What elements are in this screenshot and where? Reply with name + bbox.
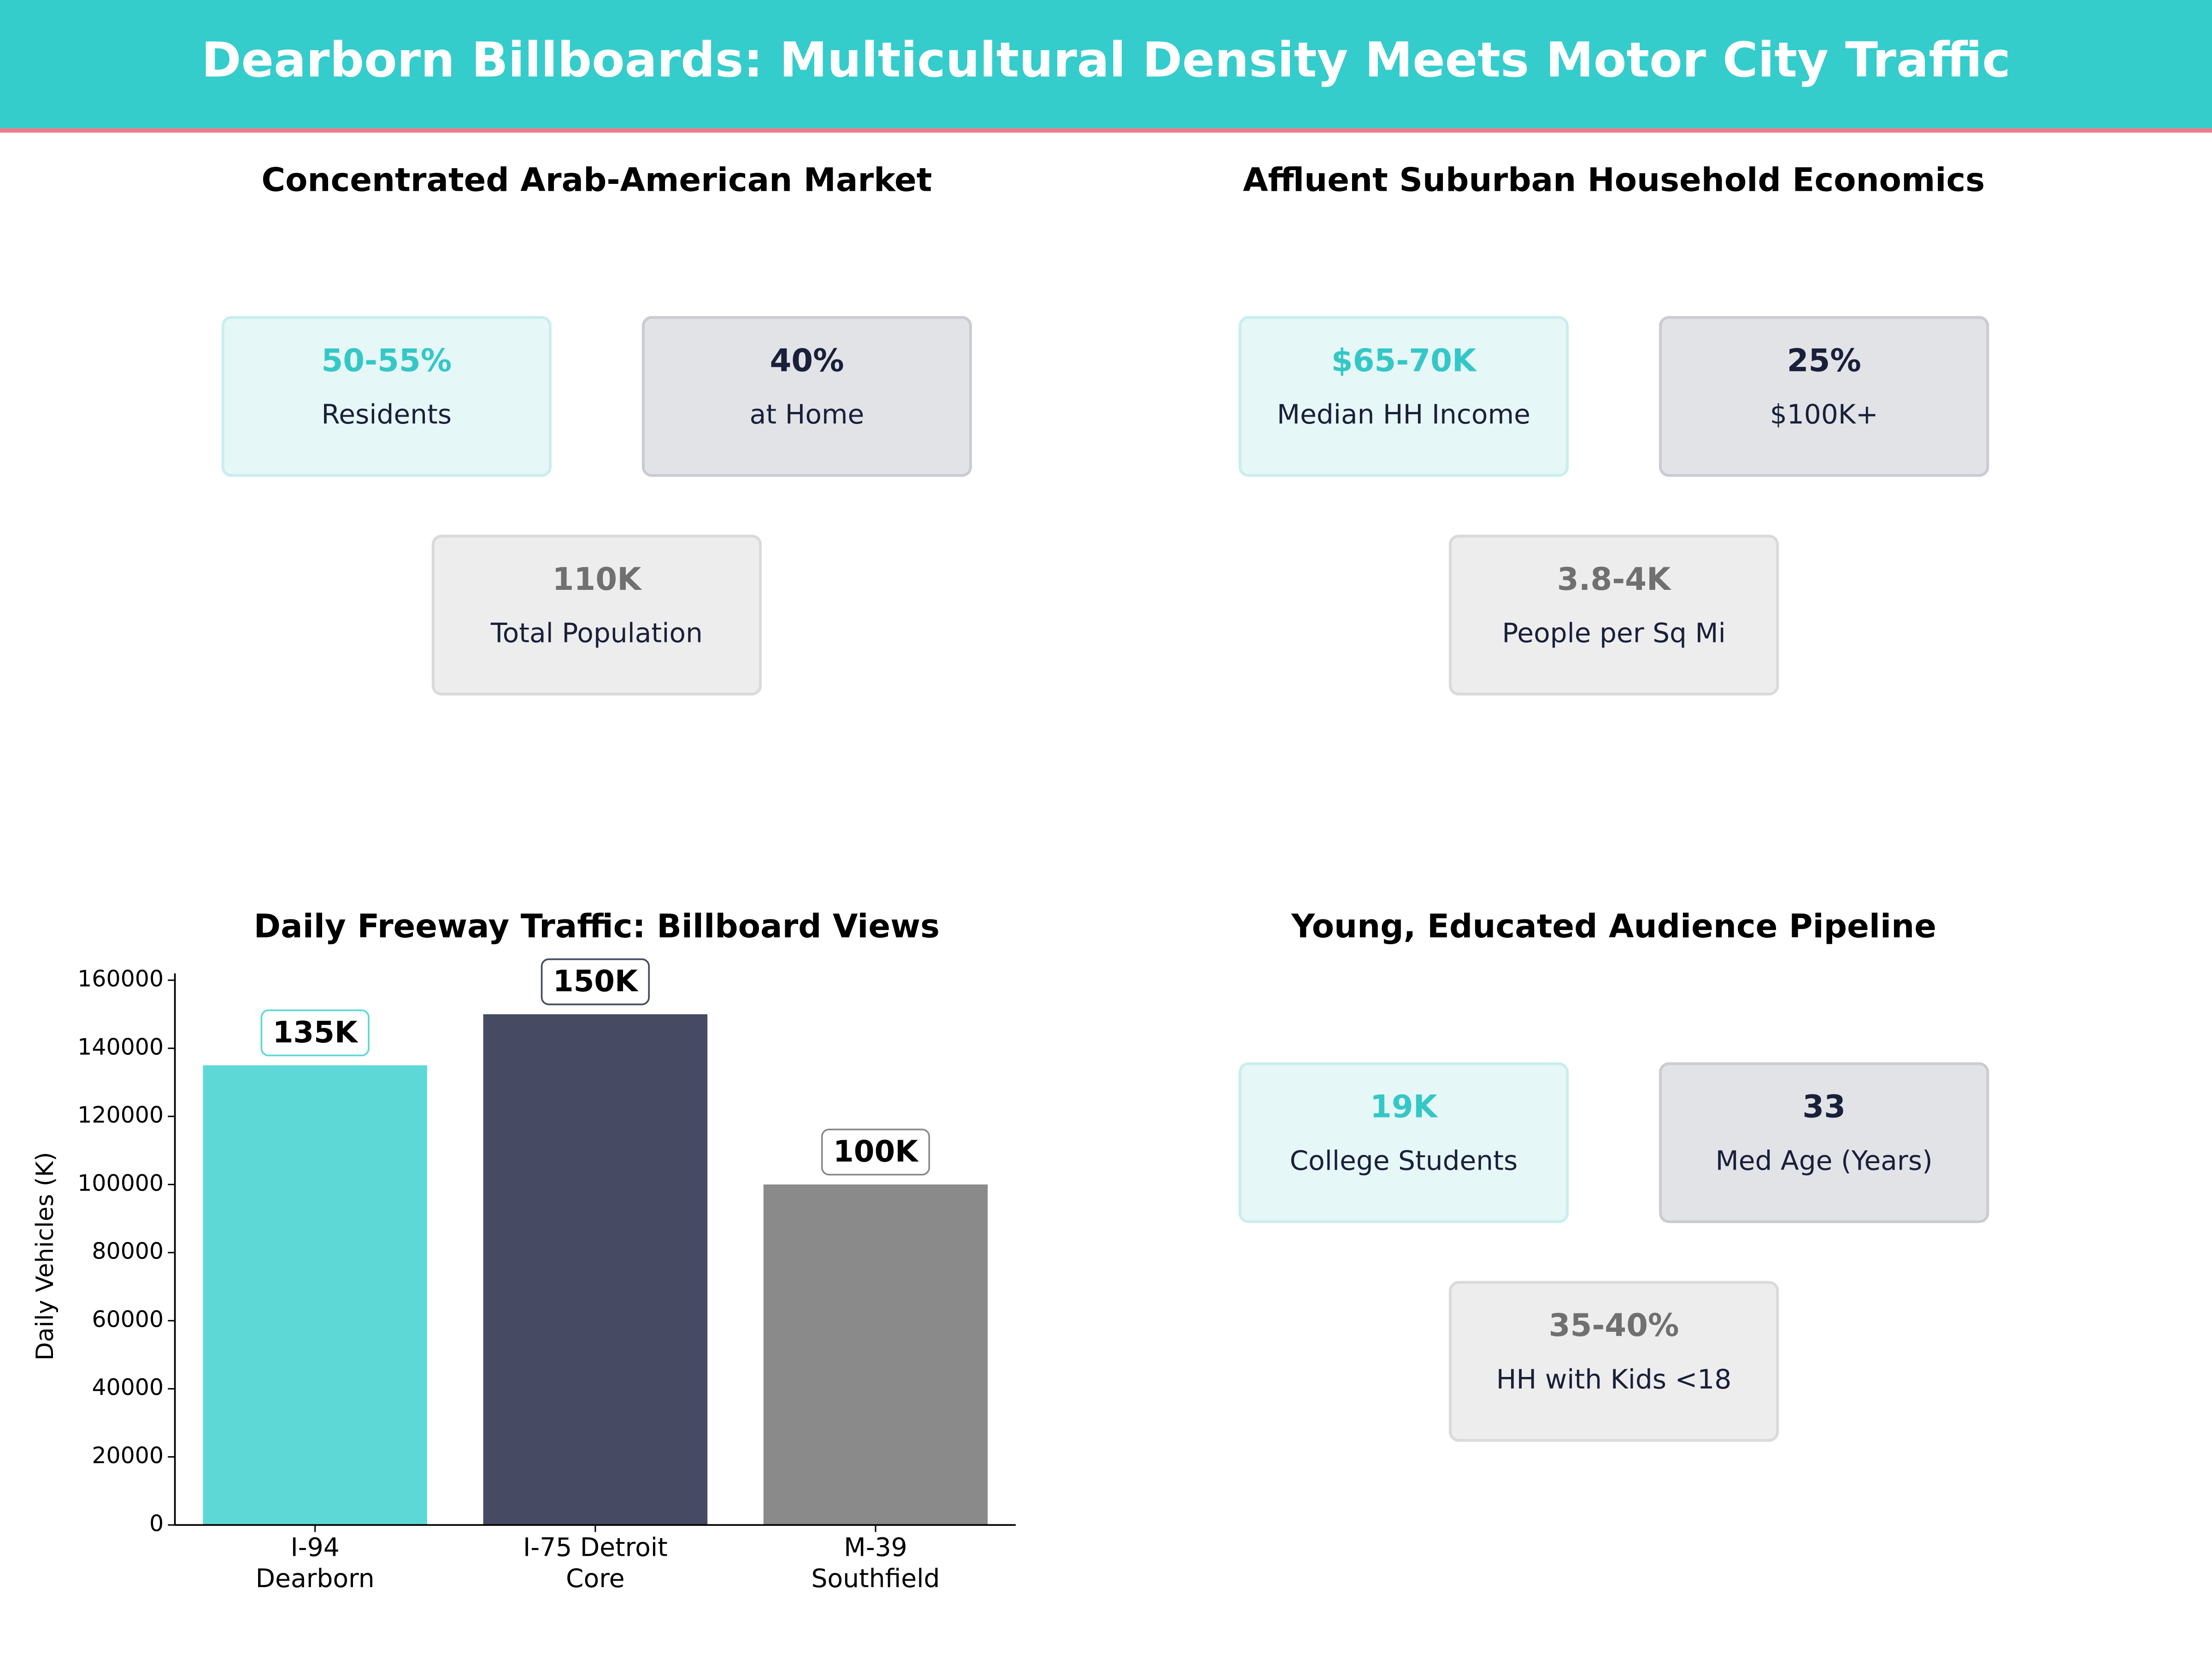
card-label: $100K+ bbox=[1770, 399, 1878, 430]
bar bbox=[763, 1184, 988, 1525]
value-label: 150K bbox=[553, 964, 639, 999]
panel-title: Concentrated Arab-American Market bbox=[261, 161, 932, 199]
x-tick-label-box: M-39 Southfield bbox=[811, 1533, 940, 1594]
card-box bbox=[1238, 316, 1569, 477]
y-tick-label: 120000 bbox=[77, 1102, 164, 1128]
chart-title: Daily Freeway Traffic: Billboard Views bbox=[254, 907, 940, 945]
header-rule bbox=[0, 128, 2212, 133]
card-value: 33 bbox=[1802, 1088, 1846, 1125]
card-label: Residents bbox=[321, 399, 452, 430]
card-value: $65-70K bbox=[1331, 342, 1477, 378]
card-box bbox=[641, 316, 972, 477]
kpi-card: 33 Med Age (Years) bbox=[1659, 1062, 1989, 1224]
y-tick-label: 20000 bbox=[92, 1442, 164, 1469]
panel-title: Affluent Suburban Household Economics bbox=[1243, 161, 1985, 199]
y-tick-label: 100000 bbox=[77, 1170, 164, 1196]
kpi-card: 40% at Home bbox=[641, 316, 972, 477]
kpi-card: 19K College Students bbox=[1238, 1062, 1569, 1224]
kpi-card: 50-55% Residents bbox=[221, 316, 552, 477]
x-tick-label: I-94 Dearborn bbox=[255, 1533, 375, 1594]
y-tick-label: 40000 bbox=[92, 1374, 164, 1400]
card-value: 3.8-4K bbox=[1557, 561, 1672, 597]
card-label: at Home bbox=[750, 399, 865, 430]
bar bbox=[203, 1065, 427, 1525]
card-box bbox=[1448, 535, 1779, 696]
panel-title: Young, Educated Audience Pipeline bbox=[1291, 907, 1936, 945]
y-tick-label: 60000 bbox=[92, 1306, 164, 1332]
card-box bbox=[1659, 1062, 1989, 1224]
card-value: 19K bbox=[1370, 1088, 1439, 1125]
y-axis-label: Daily Vehicles (K) bbox=[31, 1152, 59, 1361]
x-tick-label: I-75 Detroit Core bbox=[523, 1533, 668, 1594]
kpi-card: 3.8-4K People per Sq Mi bbox=[1448, 535, 1779, 696]
x-tick-label: M-39 Southfield bbox=[811, 1533, 940, 1594]
card-box bbox=[431, 535, 762, 696]
kpi-card: 110K Total Population bbox=[431, 535, 762, 696]
card-value: 35-40% bbox=[1549, 1307, 1679, 1343]
card-value: 25% bbox=[1787, 342, 1861, 378]
card-box bbox=[221, 316, 552, 477]
value-label-box bbox=[260, 1009, 370, 1057]
card-value: 40% bbox=[770, 342, 844, 378]
card-box bbox=[1238, 1062, 1569, 1224]
x-tick-label-box: I-75 Detroit Core bbox=[523, 1533, 668, 1594]
card-label: HH with Kids <18 bbox=[1496, 1364, 1732, 1395]
y-tick-label: 140000 bbox=[77, 1034, 164, 1060]
bar bbox=[483, 1014, 708, 1525]
card-label: Med Age (Years) bbox=[1716, 1145, 1933, 1177]
kpi-card: 35-40% HH with Kids <18 bbox=[1448, 1281, 1779, 1442]
card-label: Total Population bbox=[490, 618, 703, 649]
card-value: 50-55% bbox=[321, 342, 452, 378]
value-label-box bbox=[821, 1129, 930, 1176]
kpi-card: 25% $100K+ bbox=[1659, 316, 1989, 477]
card-label: College Students bbox=[1290, 1145, 1518, 1177]
y-tick-label: 0 bbox=[149, 1511, 164, 1537]
x-tick-label-box: I-94 Dearborn bbox=[255, 1533, 375, 1594]
card-box bbox=[1448, 1281, 1779, 1442]
value-label: 100K bbox=[833, 1135, 919, 1169]
page-title: Dearborn Billboards: Multicultural Densi… bbox=[201, 32, 2011, 88]
card-value: 110K bbox=[553, 561, 643, 597]
card-box bbox=[1659, 316, 1989, 477]
card-label: People per Sq Mi bbox=[1502, 618, 1725, 649]
header-bar bbox=[0, 0, 2212, 129]
kpi-card: $65-70K Median HH Income bbox=[1238, 316, 1569, 477]
value-label: 135K bbox=[273, 1015, 359, 1050]
card-label: Median HH Income bbox=[1277, 399, 1530, 430]
y-tick-label: 80000 bbox=[92, 1238, 164, 1265]
value-label-box bbox=[541, 958, 650, 1006]
y-tick-label: 160000 bbox=[77, 966, 164, 992]
